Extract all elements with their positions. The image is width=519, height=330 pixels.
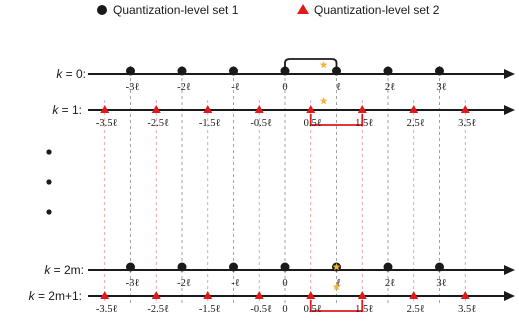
set2-level-marker (460, 105, 470, 113)
set2-level-marker (203, 291, 213, 299)
ellipsis-dot (46, 149, 52, 155)
set2-level-marker (100, 105, 110, 113)
set1-level-marker (126, 262, 135, 272)
set2-level-marker (100, 291, 110, 299)
row-k-label: k = 1: (52, 103, 82, 117)
tick-label: 0.5ℓ (304, 304, 322, 315)
tick-label: ℓ (336, 82, 341, 93)
axis-arrowhead (504, 105, 515, 115)
legend: Quantization-level set 1 Quantization-le… (97, 3, 440, 17)
set2-level-marker (306, 105, 316, 113)
row-k-label: k = 2m: (44, 263, 84, 277)
set2-level-marker (254, 105, 264, 113)
tick-label: -3.5ℓ (96, 304, 118, 315)
set1-level-marker (383, 66, 393, 76)
selection-bracket (284, 58, 338, 68)
tick-label: -3ℓ (126, 82, 140, 93)
tick-label: 0.5ℓ (304, 118, 322, 129)
legend-circle-marker (97, 5, 107, 15)
tick-label: -3.5ℓ (96, 118, 118, 129)
legend-label-set2: Quantization-level set 2 (314, 3, 440, 17)
tick-label: 1.5ℓ (355, 304, 373, 315)
tick-label: 2.5ℓ (407, 304, 425, 315)
tick-label: -0.5ℓ (250, 304, 272, 315)
axis-row: k = 2m+1: -3.5ℓ -2.5ℓ -1.5ℓ -0.5ℓ 0 0.5ℓ 1.5ℓ 2.… (29, 283, 515, 315)
set1-level-marker (229, 262, 238, 272)
tick-label: -2.5ℓ (147, 304, 169, 315)
tick-label: -2ℓ (177, 82, 191, 93)
tick-label: 2.5ℓ (407, 118, 425, 129)
axis-arrowhead (504, 69, 515, 79)
set2-level-marker (357, 105, 367, 113)
tick-label: -2ℓ (177, 278, 191, 289)
set1-level-marker (126, 66, 135, 76)
vertical-ellipsis (46, 149, 52, 215)
star-marker (319, 61, 328, 69)
set2-level-marker (203, 105, 213, 113)
selection-bracket (309, 300, 364, 312)
set2-level-marker (357, 291, 367, 299)
set2-level-marker (409, 291, 419, 299)
set2-level-marker (460, 291, 470, 299)
tick-label: 2ℓ (385, 82, 395, 93)
tick-label: 2ℓ (385, 278, 395, 289)
tick-label: 3.5ℓ (458, 118, 476, 129)
tick-label: -1.5ℓ (199, 304, 221, 315)
set2-level-marker (254, 291, 264, 299)
axis-row: k = 0: -3ℓ -2ℓ -ℓ 0 ℓ 2ℓ 3ℓ (56, 58, 515, 93)
set1-level-marker (177, 66, 187, 76)
tick-label: -ℓ (231, 278, 240, 289)
axis-arrowhead (504, 265, 515, 275)
set1-level-marker (383, 262, 393, 272)
set1-level-marker (229, 66, 238, 76)
set2-level-marker (409, 105, 419, 113)
tick-label: -3ℓ (126, 278, 140, 289)
set2-level-marker (306, 291, 316, 299)
tick-label: 1.5ℓ (355, 118, 373, 129)
tick-label: ℓ (336, 278, 341, 289)
axis-rows: k = 0: -3ℓ -2ℓ -ℓ 0 ℓ 2ℓ 3ℓ k = 1: -3.5ℓ -2.5ℓ -1.5… (29, 58, 515, 315)
row-k-label: k = 0: (56, 67, 86, 81)
tick-label: 3ℓ (436, 278, 446, 289)
tick-label: -0.5ℓ (250, 118, 272, 129)
star-marker (332, 263, 341, 271)
set2-level-marker (151, 105, 161, 113)
legend-label-set1: Quantization-level set 1 (113, 3, 239, 17)
ellipsis-dot (46, 179, 52, 185)
tick-label: -ℓ (231, 82, 240, 93)
legend-triangle-marker (297, 4, 309, 14)
axis-row: k = 1: -3.5ℓ -2.5ℓ -1.5ℓ -0.5ℓ 0.5ℓ 1.5ℓ 2.5ℓ 3.… (52, 97, 515, 129)
tick-label: -1.5ℓ (199, 118, 221, 129)
set1-level-marker (177, 262, 187, 272)
tick-label: -2.5ℓ (147, 118, 169, 129)
tick-label: 0 (282, 82, 287, 93)
set1-level-marker (280, 262, 290, 272)
set1-level-marker (280, 66, 290, 76)
axis-arrowhead (504, 291, 515, 301)
tick-label: 0 (282, 278, 287, 289)
set1-level-marker (435, 262, 444, 272)
set2-level-marker (151, 291, 161, 299)
star-marker (332, 283, 341, 291)
tick-label: 3.5ℓ (458, 304, 476, 315)
selection-bracket (309, 114, 364, 126)
ellipsis-dot (46, 209, 52, 215)
tick-label: 3ℓ (436, 82, 446, 93)
set1-level-marker (332, 66, 341, 76)
tick-label: 0 (282, 304, 287, 315)
axis-row: k = 2m: -3ℓ -2ℓ -ℓ 0 ℓ 2ℓ 3ℓ (44, 262, 515, 289)
set1-level-marker (435, 66, 444, 76)
star-marker (319, 97, 328, 105)
row-k-label: k = 2m+1: (29, 289, 82, 303)
